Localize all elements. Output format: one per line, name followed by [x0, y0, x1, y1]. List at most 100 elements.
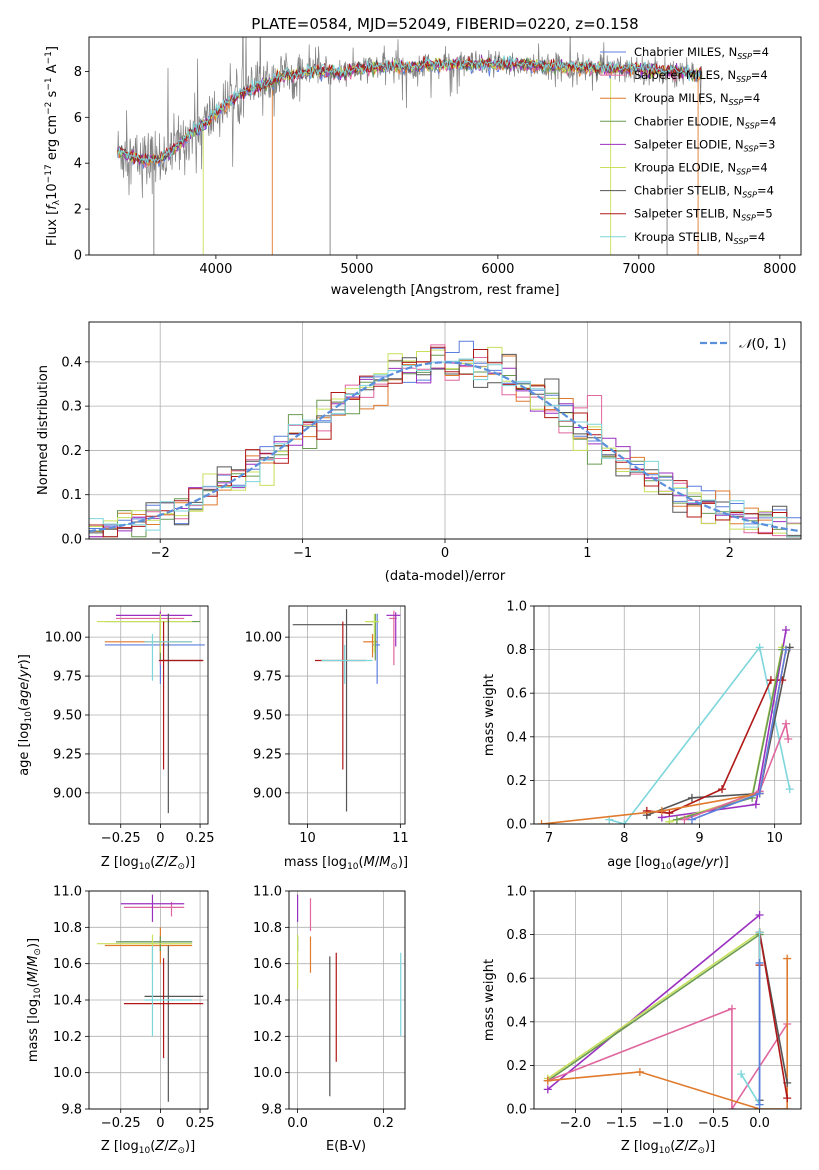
axes-frame — [88, 36, 802, 256]
marker-kroupa_miles — [537, 820, 546, 824]
y-tick-label: 1.0 — [506, 885, 527, 900]
y-tick-label: 8 — [74, 65, 82, 80]
y-tick-label: 2 — [74, 203, 82, 218]
y-tick-label: 9.00 — [253, 786, 282, 801]
plot-area — [89, 340, 801, 538]
x-tick-label: −1 — [293, 546, 312, 561]
y-tick-label: 10.0 — [253, 1066, 282, 1081]
panel-7: −2.0 −1.5 −1.0 −0.5 0.0 0.0 0.2 0.4 0.6 0.8 1.0 — [506, 885, 802, 1131]
y-tick-label: 0.4 — [61, 355, 82, 370]
marker-kroupa_stelib — [755, 643, 764, 652]
legend-label-kroupa_miles: Kroupa MILES, NSSP=4 — [634, 91, 760, 107]
x-tick-label: 0.25 — [186, 1116, 215, 1131]
y-tick-label: 0.0 — [506, 1103, 527, 1118]
marker-chabrier_miles — [687, 815, 696, 824]
x-tick-label: 7 — [545, 831, 553, 846]
x-tick-label: −0.5 — [698, 1116, 730, 1131]
marker-chabrier_stelib — [687, 793, 696, 802]
legend-label-salpeter_miles: Salpeter MILES, NSSP=4 — [634, 68, 768, 84]
marker-salpeter_miles — [784, 734, 793, 743]
y-axis-label: mass weight — [482, 959, 497, 1041]
histogram-salpeter_miles — [89, 344, 801, 538]
axes-frame — [288, 890, 406, 1110]
panel-3: 10 11 9.00 9.25 9.50 9.75 10.00 — [245, 605, 409, 846]
chart-title: PLATE=0584, MJD=52049, FIBERID=0220, z=0… — [251, 15, 638, 33]
x-tick-label: 0 — [156, 1116, 164, 1131]
y-tick-label: 10.4 — [253, 994, 282, 1009]
plot-area — [543, 910, 792, 1109]
y-tick-label: 10.8 — [53, 921, 82, 936]
mass-weight-line-kroupa_stelib — [740, 932, 761, 1108]
marker-kroupa_miles — [635, 1067, 644, 1076]
marker-salpeter_elodie — [781, 625, 790, 634]
panel-2: −0.25 0 0.25 9.00 9.25 9.50 9.75 10.00 — [45, 605, 215, 846]
legend-label-kroupa_stelib: Kroupa STELIB, NSSP=4 — [634, 230, 765, 246]
y-tick-label: 10.0 — [53, 1066, 82, 1081]
marker-kroupa_elodie — [665, 817, 674, 824]
y-tick-label: 4 — [74, 157, 82, 172]
y-tick-label: 0.8 — [506, 928, 527, 943]
y-axis-label: mass weight — [482, 674, 497, 756]
mass-weight-line-chabrier_stelib — [646, 647, 791, 817]
y-tick-label: 0.6 — [506, 687, 527, 702]
y-axis-label: Normed distribution — [36, 365, 51, 495]
y-tick-label: 10.2 — [53, 1030, 82, 1045]
marker-kroupa_stelib — [755, 928, 764, 937]
x-axis-label: Z [log10(Z/Z⊙)] — [101, 1139, 195, 1156]
legend: Chabrier MILES, NSSP=4 Salpeter MILES, NS… — [600, 45, 776, 246]
y-tick-label: 9.75 — [53, 670, 82, 685]
y-tick-label: 0.1 — [61, 488, 82, 503]
x-tick-label: 0.0 — [287, 1116, 308, 1131]
y-tick-label: 10.6 — [253, 957, 282, 972]
x-tick-label: 10 — [299, 831, 316, 846]
x-tick-label: 7000 — [622, 262, 655, 277]
axes-frame — [533, 605, 802, 825]
marker-kroupa_miles — [783, 954, 792, 963]
x-tick-label: 0.2 — [373, 1116, 394, 1131]
x-tick-label: −1.0 — [652, 1116, 684, 1131]
mass-weight-line-salpeter_elodie — [547, 914, 761, 1091]
marker-kroupa_stelib — [785, 785, 794, 794]
y-tick-label: 0.3 — [61, 400, 82, 415]
marker-salpeter_elodie — [543, 1085, 552, 1094]
x-tick-label: 5000 — [340, 262, 373, 277]
plot-area — [96, 610, 205, 814]
marker-salpeter_elodie — [751, 800, 760, 809]
mass-weight-line-chabrier_elodie — [547, 933, 761, 1082]
y-tick-label: 0.2 — [506, 774, 527, 789]
x-tick-label: 8 — [620, 831, 628, 846]
mass-weight-line-salpeter_stelib — [758, 932, 788, 1099]
legend-label-kroupa_elodie: Kroupa ELODIE, NSSP=4 — [634, 161, 768, 177]
marker-salpeter_stelib — [766, 676, 775, 685]
model-spectrum-chabrier_stelib — [117, 56, 702, 164]
marker-chabrier_miles — [755, 958, 764, 967]
panel-6: 0.0 0.2 9.8 10.0 10.2 10.4 10.6 10.8 11.0 — [253, 885, 406, 1131]
y-tick-label: 10.2 — [253, 1030, 282, 1045]
mass-weight-line-kroupa_elodie — [547, 931, 761, 1080]
legend-label-chabrier_stelib: Chabrier STELIB, NSSP=4 — [634, 184, 774, 200]
histogram-chabrier_stelib — [89, 353, 801, 536]
y-tick-label: 11.0 — [53, 885, 82, 900]
legend-label-salpeter_elodie: Salpeter ELODIE, NSSP=3 — [634, 137, 775, 153]
y-tick-label: 6 — [74, 111, 82, 126]
y-tick-label: 10.4 — [53, 994, 82, 1009]
panel-0: 4000 5000 6000 7000 8000 0 2 4 6 8 — [74, 36, 802, 277]
marker-salpeter_elodie — [755, 910, 764, 919]
axes-frame — [88, 890, 209, 1110]
y-tick-label: 10.00 — [245, 631, 282, 646]
normal-curve — [89, 361, 801, 533]
y-tick-label: 9.00 — [53, 786, 82, 801]
panel-5: −0.25 0 0.25 9.8 10.0 10.2 10.4 10.6 10.8 11.0 — [53, 885, 214, 1132]
y-tick-label: 9.25 — [253, 747, 282, 762]
y-tick-label: 0.0 — [61, 533, 82, 548]
marker-kroupa_miles — [783, 1105, 792, 1109]
x-axis-label: wavelength [Angstrom, rest frame] — [331, 283, 560, 298]
marker-salpeter_miles — [680, 815, 689, 824]
model-spectrum-kroupa_stelib — [116, 55, 702, 164]
x-tick-label: 11 — [392, 831, 409, 846]
legend-label-normal: 𝒩(0, 1) — [739, 337, 786, 352]
marker-salpeter_stelib — [778, 676, 787, 685]
marker-salpeter_miles — [727, 1105, 736, 1109]
y-tick-label: 0 — [74, 249, 82, 264]
marker-salpeter_stelib — [783, 1094, 792, 1103]
